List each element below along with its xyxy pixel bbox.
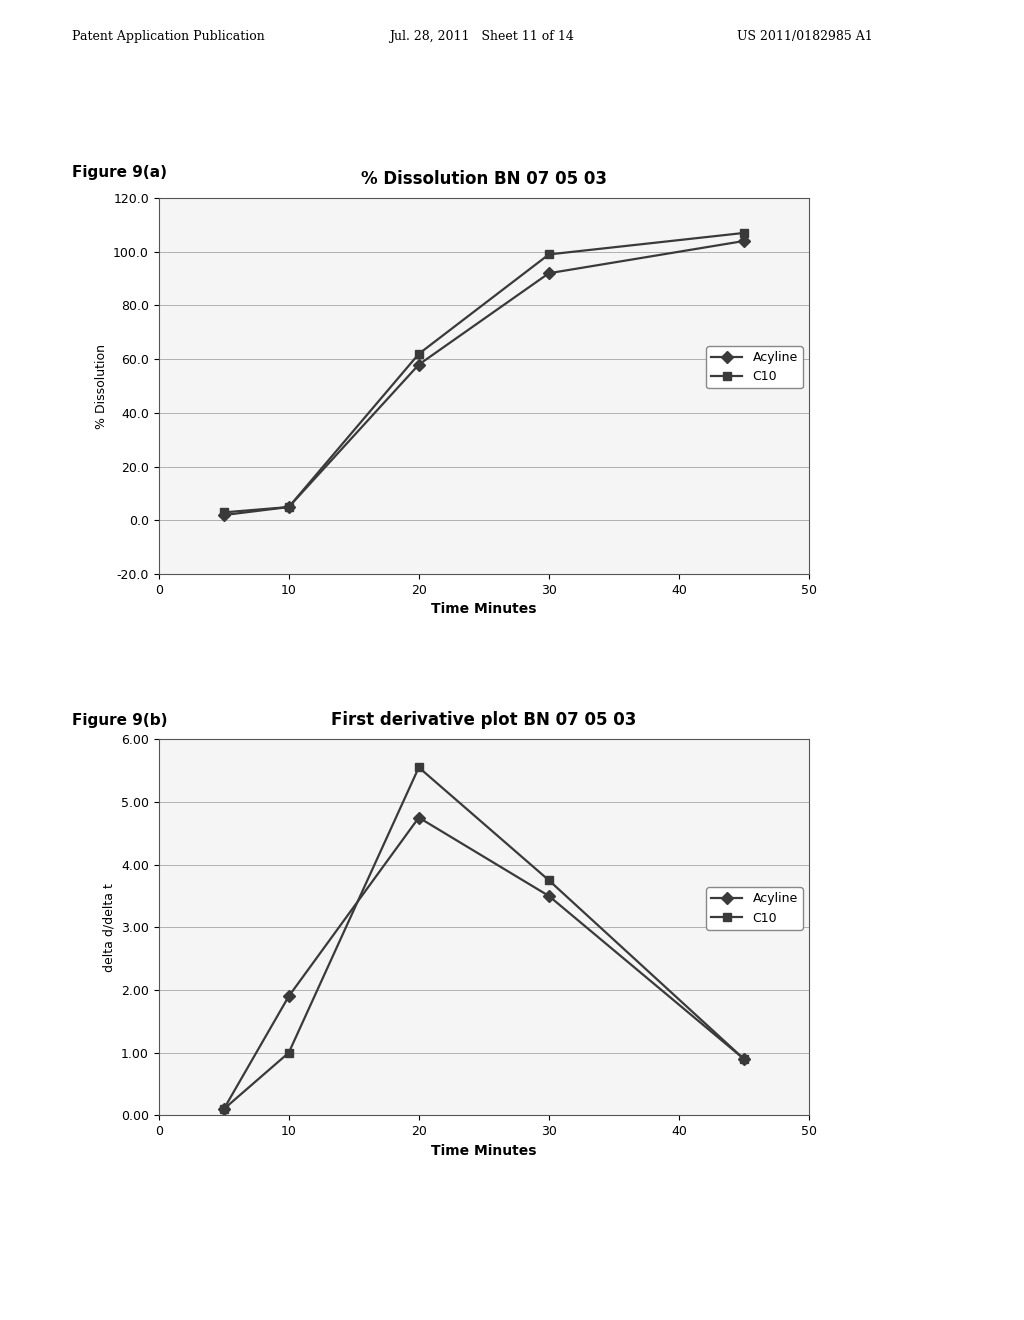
Text: US 2011/0182985 A1: US 2011/0182985 A1: [737, 30, 873, 44]
Acyline: [413, 809, 425, 825]
Text: Figure 9(b): Figure 9(b): [72, 713, 167, 727]
Line: C10: C10: [219, 228, 749, 516]
C10: [217, 1101, 229, 1117]
Line: C10: C10: [219, 763, 749, 1113]
Acyline: [737, 234, 750, 249]
Legend: Acyline, C10: Acyline, C10: [707, 887, 803, 929]
C10: [737, 1051, 750, 1067]
Text: Figure 9(a): Figure 9(a): [72, 165, 167, 180]
Legend: Acyline, C10: Acyline, C10: [707, 346, 803, 388]
Text: Jul. 28, 2011   Sheet 11 of 14: Jul. 28, 2011 Sheet 11 of 14: [389, 30, 574, 44]
Acyline: [543, 265, 555, 281]
Y-axis label: delta d/delta t: delta d/delta t: [102, 883, 116, 972]
Acyline: [217, 507, 229, 523]
Title: First derivative plot BN 07 05 03: First derivative plot BN 07 05 03: [331, 711, 637, 730]
Acyline: [217, 1101, 229, 1117]
C10: [413, 346, 425, 362]
C10: [543, 873, 555, 888]
Acyline: [283, 499, 295, 515]
Y-axis label: % Dissolution: % Dissolution: [94, 343, 108, 429]
C10: [737, 224, 750, 240]
Acyline: [737, 1051, 750, 1067]
C10: [283, 499, 295, 515]
Acyline: [283, 989, 295, 1005]
Acyline: [413, 356, 425, 372]
X-axis label: Time Minutes: Time Minutes: [431, 1143, 537, 1158]
Text: Patent Application Publication: Patent Application Publication: [72, 30, 264, 44]
C10: [217, 504, 229, 520]
X-axis label: Time Minutes: Time Minutes: [431, 602, 537, 616]
C10: [283, 1045, 295, 1061]
C10: [413, 759, 425, 775]
C10: [543, 247, 555, 263]
Acyline: [543, 888, 555, 904]
Title: % Dissolution BN 07 05 03: % Dissolution BN 07 05 03: [360, 170, 607, 189]
Line: Acyline: Acyline: [219, 813, 749, 1113]
Line: Acyline: Acyline: [219, 236, 749, 519]
